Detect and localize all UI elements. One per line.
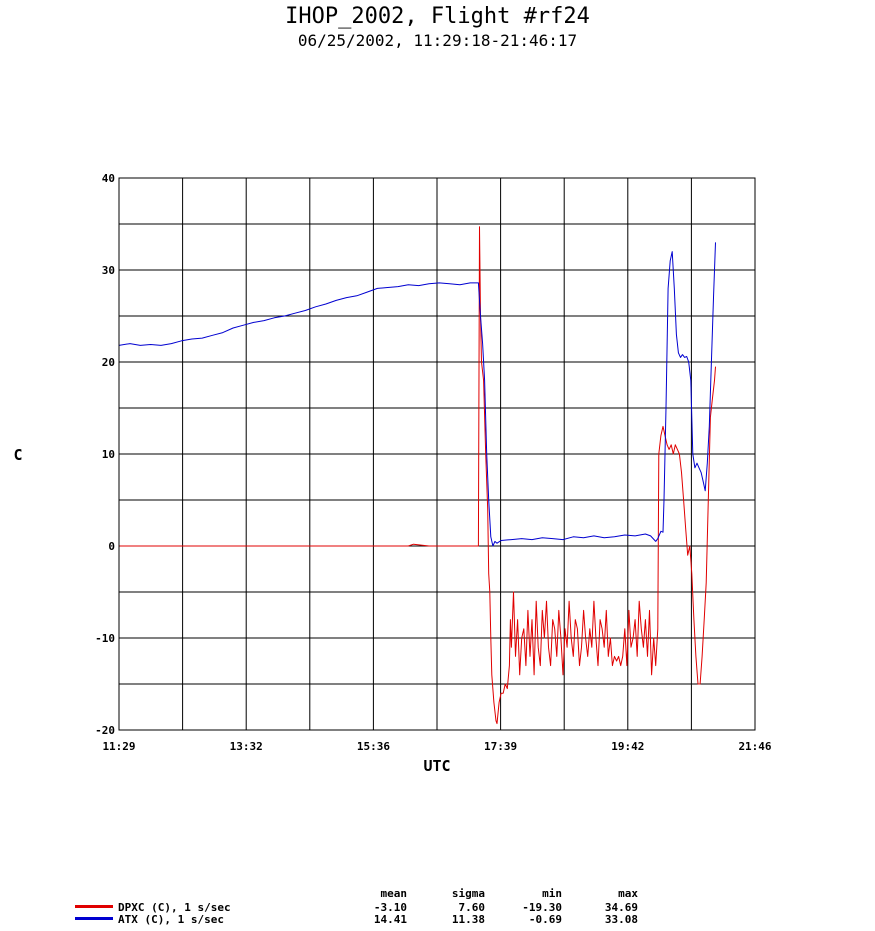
stat-dpxc-max: 34.69 [604, 901, 638, 914]
x-tick-labels: 11:29 13:32 15:36 17:39 19:42 21:46 [102, 740, 771, 753]
stats-table: mean sigma min max DPXC (C), 1 s/sec -3.… [0, 885, 875, 931]
y-tick-labels: -20 -10 0 10 20 30 40 [95, 172, 115, 737]
x-tick-label: 19:42 [611, 740, 644, 753]
chart-subtitle: 06/25/2002, 11:29:18-21:46:17 [297, 31, 578, 50]
series-line-atx [118, 242, 716, 547]
chart-series [118, 226, 716, 725]
legend-label-dpxc: DPXC (C), 1 s/sec [118, 901, 231, 914]
stats-header-max: max [618, 887, 638, 900]
stats-header-min: min [542, 887, 562, 900]
stats-header-sigma: sigma [451, 887, 485, 900]
x-tick-label: 17:39 [484, 740, 517, 753]
chart-frame [118, 177, 756, 731]
plot-frame [118, 177, 756, 731]
y-tick-label: -20 [95, 724, 115, 737]
y-tick-label: -10 [95, 632, 115, 645]
legend-swatch-atx [75, 917, 113, 920]
series-line-dpxc [119, 226, 716, 725]
x-tick-label: 21:46 [738, 740, 771, 753]
chart-grid [119, 178, 755, 730]
stat-atx-min: -0.69 [528, 913, 562, 926]
x-tick-label: 13:32 [230, 740, 263, 753]
stat-atx-sigma: 11.38 [451, 913, 485, 926]
legend-label-atx: ATX (C), 1 s/sec [118, 913, 224, 926]
y-tick-label: 10 [102, 448, 115, 461]
y-tick-label: 0 [108, 540, 115, 553]
x-tick-label: 11:29 [102, 740, 135, 753]
x-tick-label: 15:36 [357, 740, 390, 753]
x-axis-label: UTC [423, 757, 450, 775]
y-tick-label: 20 [102, 356, 115, 369]
y-tick-label: 40 [102, 172, 115, 185]
stats-header-mean: mean [380, 887, 408, 900]
stat-dpxc-mean: -3.10 [373, 901, 407, 914]
stat-dpxc-min: -19.30 [522, 901, 562, 914]
chart-title: IHOP_2002, Flight #rf24 [285, 4, 590, 29]
stat-atx-mean: 14.41 [373, 913, 407, 926]
y-axis-label: C [13, 446, 22, 464]
legend-swatch-dpxc [75, 905, 113, 908]
stat-atx-max: 33.08 [604, 913, 638, 926]
stat-dpxc-sigma: 7.60 [458, 901, 486, 914]
y-tick-label: 30 [102, 264, 115, 277]
